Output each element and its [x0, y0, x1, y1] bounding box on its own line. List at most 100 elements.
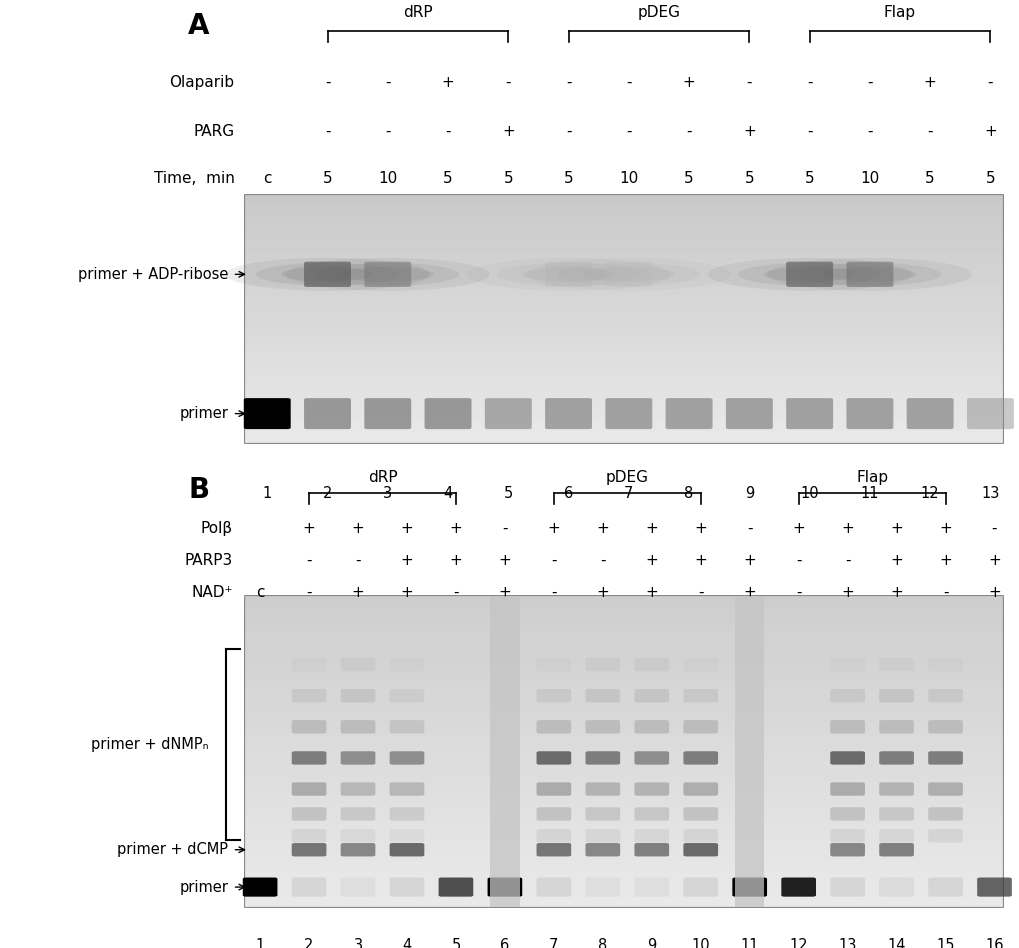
Ellipse shape	[522, 267, 613, 282]
FancyBboxPatch shape	[340, 843, 375, 856]
Ellipse shape	[556, 263, 699, 286]
FancyBboxPatch shape	[829, 878, 864, 897]
FancyBboxPatch shape	[786, 262, 833, 287]
Bar	[245, 845, 1002, 850]
Bar	[245, 306, 1002, 311]
FancyBboxPatch shape	[389, 843, 424, 856]
Text: 5: 5	[450, 939, 461, 948]
Text: 5: 5	[684, 171, 693, 186]
FancyBboxPatch shape	[536, 658, 571, 671]
Text: Flap: Flap	[855, 469, 888, 484]
Text: 1: 1	[255, 939, 265, 948]
Text: +: +	[498, 585, 511, 600]
FancyBboxPatch shape	[536, 751, 571, 765]
Text: +: +	[743, 585, 755, 600]
Text: 7: 7	[624, 485, 633, 501]
FancyBboxPatch shape	[291, 782, 326, 795]
FancyBboxPatch shape	[291, 689, 326, 702]
FancyBboxPatch shape	[605, 262, 652, 287]
Bar	[245, 435, 1002, 439]
Text: 3: 3	[354, 939, 362, 948]
FancyBboxPatch shape	[829, 658, 864, 671]
FancyBboxPatch shape	[243, 878, 277, 897]
Bar	[245, 423, 1002, 427]
Bar	[245, 737, 1002, 741]
FancyBboxPatch shape	[829, 720, 864, 734]
Text: +: +	[449, 553, 462, 568]
Ellipse shape	[767, 258, 971, 291]
Bar	[245, 684, 1002, 689]
Text: +: +	[890, 553, 902, 568]
Text: +: +	[441, 75, 454, 90]
FancyBboxPatch shape	[291, 878, 326, 897]
Ellipse shape	[225, 258, 429, 291]
Bar	[245, 261, 1002, 265]
FancyBboxPatch shape	[340, 751, 375, 765]
Bar	[245, 632, 1002, 638]
FancyBboxPatch shape	[634, 751, 668, 765]
Bar	[735, 596, 763, 907]
Text: +: +	[400, 553, 413, 568]
Text: -: -	[384, 124, 390, 139]
FancyBboxPatch shape	[665, 398, 712, 429]
FancyBboxPatch shape	[878, 720, 913, 734]
FancyBboxPatch shape	[966, 398, 1013, 429]
FancyBboxPatch shape	[634, 808, 668, 821]
Bar	[245, 302, 1002, 306]
Bar	[245, 228, 1002, 232]
FancyBboxPatch shape	[389, 808, 424, 821]
FancyBboxPatch shape	[389, 751, 424, 765]
FancyBboxPatch shape	[536, 689, 571, 702]
Bar	[245, 211, 1002, 215]
FancyBboxPatch shape	[291, 808, 326, 821]
Text: +: +	[596, 585, 608, 600]
Text: -: -	[566, 124, 571, 139]
Text: -: -	[550, 585, 556, 600]
Bar	[245, 596, 1002, 907]
Text: 10: 10	[619, 171, 638, 186]
Ellipse shape	[496, 263, 639, 286]
Text: +: +	[400, 521, 413, 537]
Text: dRP: dRP	[403, 5, 432, 20]
FancyBboxPatch shape	[634, 782, 668, 795]
Text: B: B	[189, 477, 209, 504]
Text: +: +	[682, 75, 695, 90]
FancyBboxPatch shape	[878, 751, 913, 765]
Text: Flap: Flap	[883, 5, 915, 20]
Bar	[245, 855, 1002, 861]
Text: 5: 5	[443, 171, 452, 186]
Ellipse shape	[281, 267, 373, 282]
Text: 6: 6	[499, 939, 510, 948]
Bar	[245, 830, 1002, 834]
Bar	[245, 369, 1002, 373]
Text: 5: 5	[984, 171, 995, 186]
FancyBboxPatch shape	[683, 658, 717, 671]
Bar	[245, 902, 1002, 907]
Text: Olaparib: Olaparib	[169, 75, 234, 90]
FancyBboxPatch shape	[340, 720, 375, 734]
FancyBboxPatch shape	[683, 830, 717, 843]
Text: +: +	[792, 521, 804, 537]
Text: +: +	[694, 553, 706, 568]
Bar	[245, 767, 1002, 773]
Text: -: -	[942, 585, 948, 600]
Bar	[245, 638, 1002, 643]
Text: +: +	[501, 124, 515, 139]
FancyBboxPatch shape	[683, 689, 717, 702]
FancyBboxPatch shape	[585, 751, 620, 765]
Text: 14: 14	[887, 939, 905, 948]
Ellipse shape	[823, 267, 915, 282]
FancyBboxPatch shape	[732, 878, 766, 897]
Bar	[245, 315, 1002, 319]
FancyBboxPatch shape	[878, 782, 913, 795]
Text: +: +	[645, 521, 657, 537]
FancyBboxPatch shape	[927, 689, 962, 702]
Bar	[245, 282, 1002, 286]
Text: -: -	[866, 124, 872, 139]
Bar	[245, 381, 1002, 386]
Bar	[245, 199, 1002, 203]
Bar	[245, 336, 1002, 339]
FancyBboxPatch shape	[484, 398, 531, 429]
Bar	[245, 741, 1002, 746]
Bar	[245, 311, 1002, 315]
